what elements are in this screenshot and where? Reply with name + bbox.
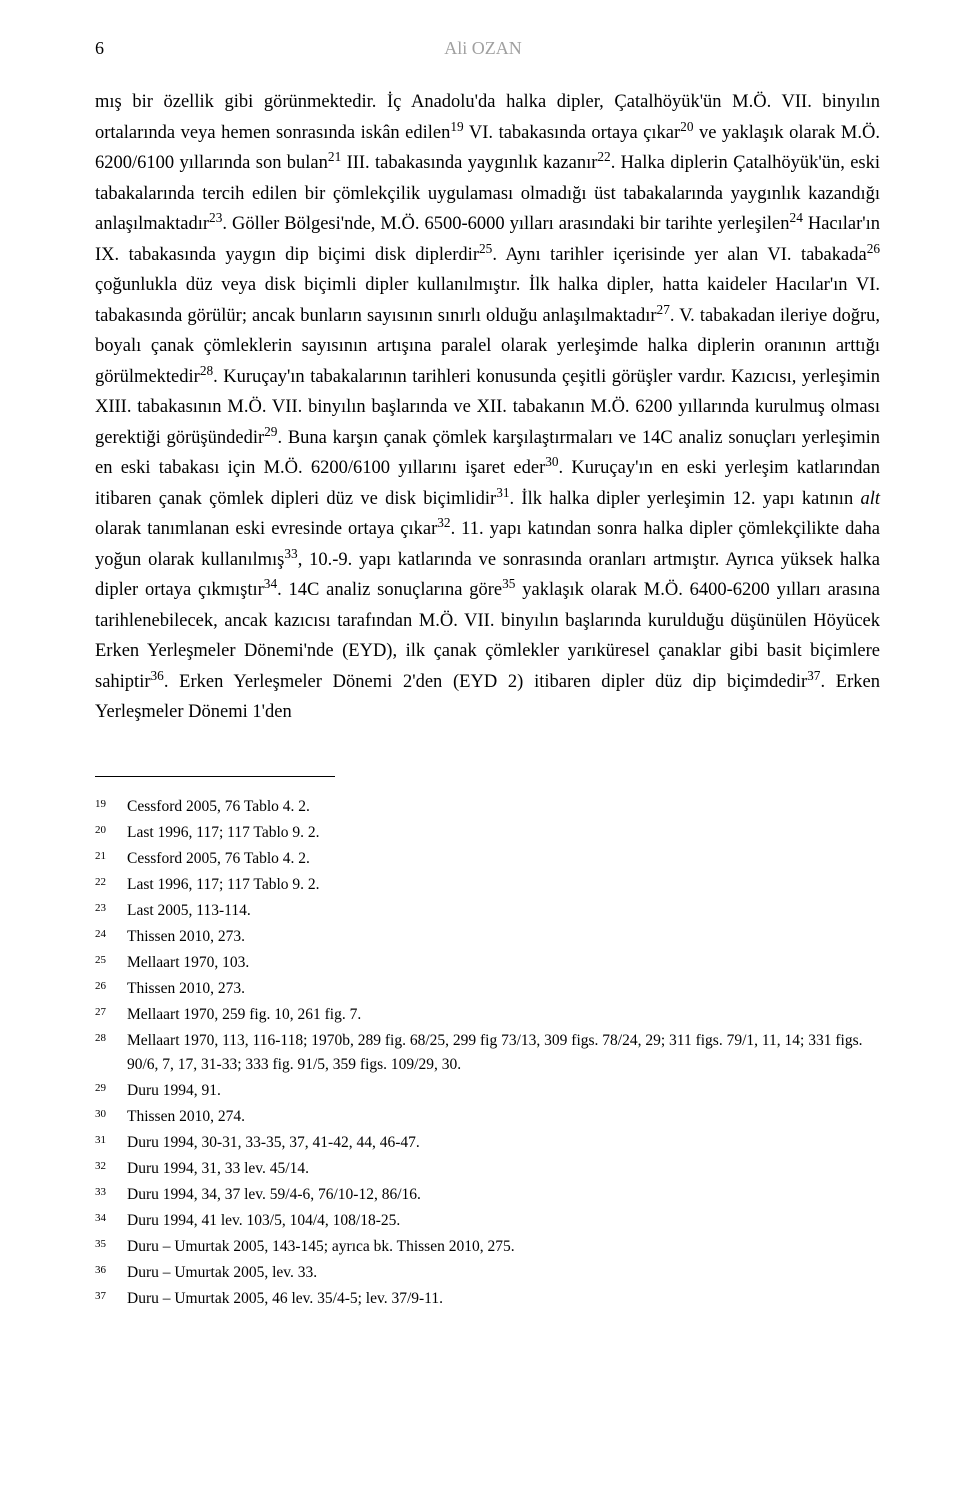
footnote-number: 22 — [95, 873, 127, 897]
footnote-item: 35Duru – Umurtak 2005, 143-145; ayrıca b… — [95, 1235, 880, 1259]
footnote-number: 26 — [95, 977, 127, 1001]
footnote-item: 34Duru 1994, 41 lev. 103/5, 104/4, 108/1… — [95, 1209, 880, 1233]
footnote-text: Duru – Umurtak 2005, 46 lev. 35/4-5; lev… — [127, 1287, 880, 1311]
footnote-text: Mellaart 1970, 103. — [127, 951, 880, 975]
footnote-number: 29 — [95, 1079, 127, 1103]
footnote-item: 29Duru 1994, 91. — [95, 1079, 880, 1103]
footnote-separator — [95, 776, 335, 777]
footnote-text: Duru 1994, 31, 33 lev. 45/14. — [127, 1157, 880, 1181]
footnote-number: 34 — [95, 1209, 127, 1233]
page-header: 6 Ali OZAN — [95, 38, 880, 59]
footnote-item: 25Mellaart 1970, 103. — [95, 951, 880, 975]
footnote-item: 33Duru 1994, 34, 37 lev. 59/4-6, 76/10-1… — [95, 1183, 880, 1207]
footnote-text: Duru 1994, 91. — [127, 1079, 880, 1103]
footnote-text: Thissen 2010, 273. — [127, 977, 880, 1001]
footnote-text: Mellaart 1970, 113, 116-118; 1970b, 289 … — [127, 1029, 880, 1077]
footnote-item: 37Duru – Umurtak 2005, 46 lev. 35/4-5; l… — [95, 1287, 880, 1311]
footnotes: 19Cessford 2005, 76 Tablo 4. 2.20Last 19… — [95, 795, 880, 1311]
footnote-text: Duru 1994, 41 lev. 103/5, 104/4, 108/18-… — [127, 1209, 880, 1233]
footnote-item: 21Cessford 2005, 76 Tablo 4. 2. — [95, 847, 880, 871]
italic-word-alt: alt — [860, 489, 880, 509]
footnote-text: Last 2005, 113-114. — [127, 899, 880, 923]
footnote-text: Thissen 2010, 273. — [127, 925, 880, 949]
footnote-number: 19 — [95, 795, 127, 819]
footnote-number: 36 — [95, 1261, 127, 1285]
footnote-number: 28 — [95, 1029, 127, 1077]
footnote-text: Duru – Umurtak 2005, 143-145; ayrıca bk.… — [127, 1235, 880, 1259]
body-paragraph: mış bir özellik gibi görünmektedir. İç A… — [95, 87, 880, 728]
footnote-item: 31Duru 1994, 30-31, 33-35, 37, 41-42, 44… — [95, 1131, 880, 1155]
footnote-text: Cessford 2005, 76 Tablo 4. 2. — [127, 795, 880, 819]
body-paragraph-part1: mış bir özellik gibi görünmektedir. İç A… — [95, 92, 880, 509]
footnote-text: Duru 1994, 34, 37 lev. 59/4-6, 76/10-12,… — [127, 1183, 880, 1207]
body-paragraph-part2: olarak tanımlanan eski evresinde ortaya … — [95, 519, 880, 722]
footnote-number: 33 — [95, 1183, 127, 1207]
footnote-number: 32 — [95, 1157, 127, 1181]
page-number: 6 — [95, 38, 104, 59]
footnote-number: 30 — [95, 1105, 127, 1129]
footnote-item: 22Last 1996, 117; 117 Tablo 9. 2. — [95, 873, 880, 897]
footnote-number: 21 — [95, 847, 127, 871]
footnote-text: Duru – Umurtak 2005, lev. 33. — [127, 1261, 880, 1285]
footnote-item: 36Duru – Umurtak 2005, lev. 33. — [95, 1261, 880, 1285]
footnote-text: Duru 1994, 30-31, 33-35, 37, 41-42, 44, … — [127, 1131, 880, 1155]
footnote-number: 35 — [95, 1235, 127, 1259]
author-name: Ali OZAN — [104, 38, 862, 59]
footnote-item: 30Thissen 2010, 274. — [95, 1105, 880, 1129]
footnote-item: 26Thissen 2010, 273. — [95, 977, 880, 1001]
footnote-item: 28Mellaart 1970, 113, 116-118; 1970b, 28… — [95, 1029, 880, 1077]
footnote-text: Cessford 2005, 76 Tablo 4. 2. — [127, 847, 880, 871]
footnote-number: 37 — [95, 1287, 127, 1311]
footnote-number: 27 — [95, 1003, 127, 1027]
footnote-item: 27Mellaart 1970, 259 fig. 10, 261 fig. 7… — [95, 1003, 880, 1027]
footnote-text: Mellaart 1970, 259 fig. 10, 261 fig. 7. — [127, 1003, 880, 1027]
footnote-text: Thissen 2010, 274. — [127, 1105, 880, 1129]
footnote-item: 19Cessford 2005, 76 Tablo 4. 2. — [95, 795, 880, 819]
footnote-text: Last 1996, 117; 117 Tablo 9. 2. — [127, 873, 880, 897]
footnote-item: 32Duru 1994, 31, 33 lev. 45/14. — [95, 1157, 880, 1181]
footnote-text: Last 1996, 117; 117 Tablo 9. 2. — [127, 821, 880, 845]
footnote-number: 24 — [95, 925, 127, 949]
footnote-number: 20 — [95, 821, 127, 845]
footnote-number: 31 — [95, 1131, 127, 1155]
footnote-number: 25 — [95, 951, 127, 975]
footnote-item: 23Last 2005, 113-114. — [95, 899, 880, 923]
footnote-item: 24Thissen 2010, 273. — [95, 925, 880, 949]
footnote-number: 23 — [95, 899, 127, 923]
footnote-item: 20Last 1996, 117; 117 Tablo 9. 2. — [95, 821, 880, 845]
body-text: mış bir özellik gibi görünmektedir. İç A… — [95, 87, 880, 728]
